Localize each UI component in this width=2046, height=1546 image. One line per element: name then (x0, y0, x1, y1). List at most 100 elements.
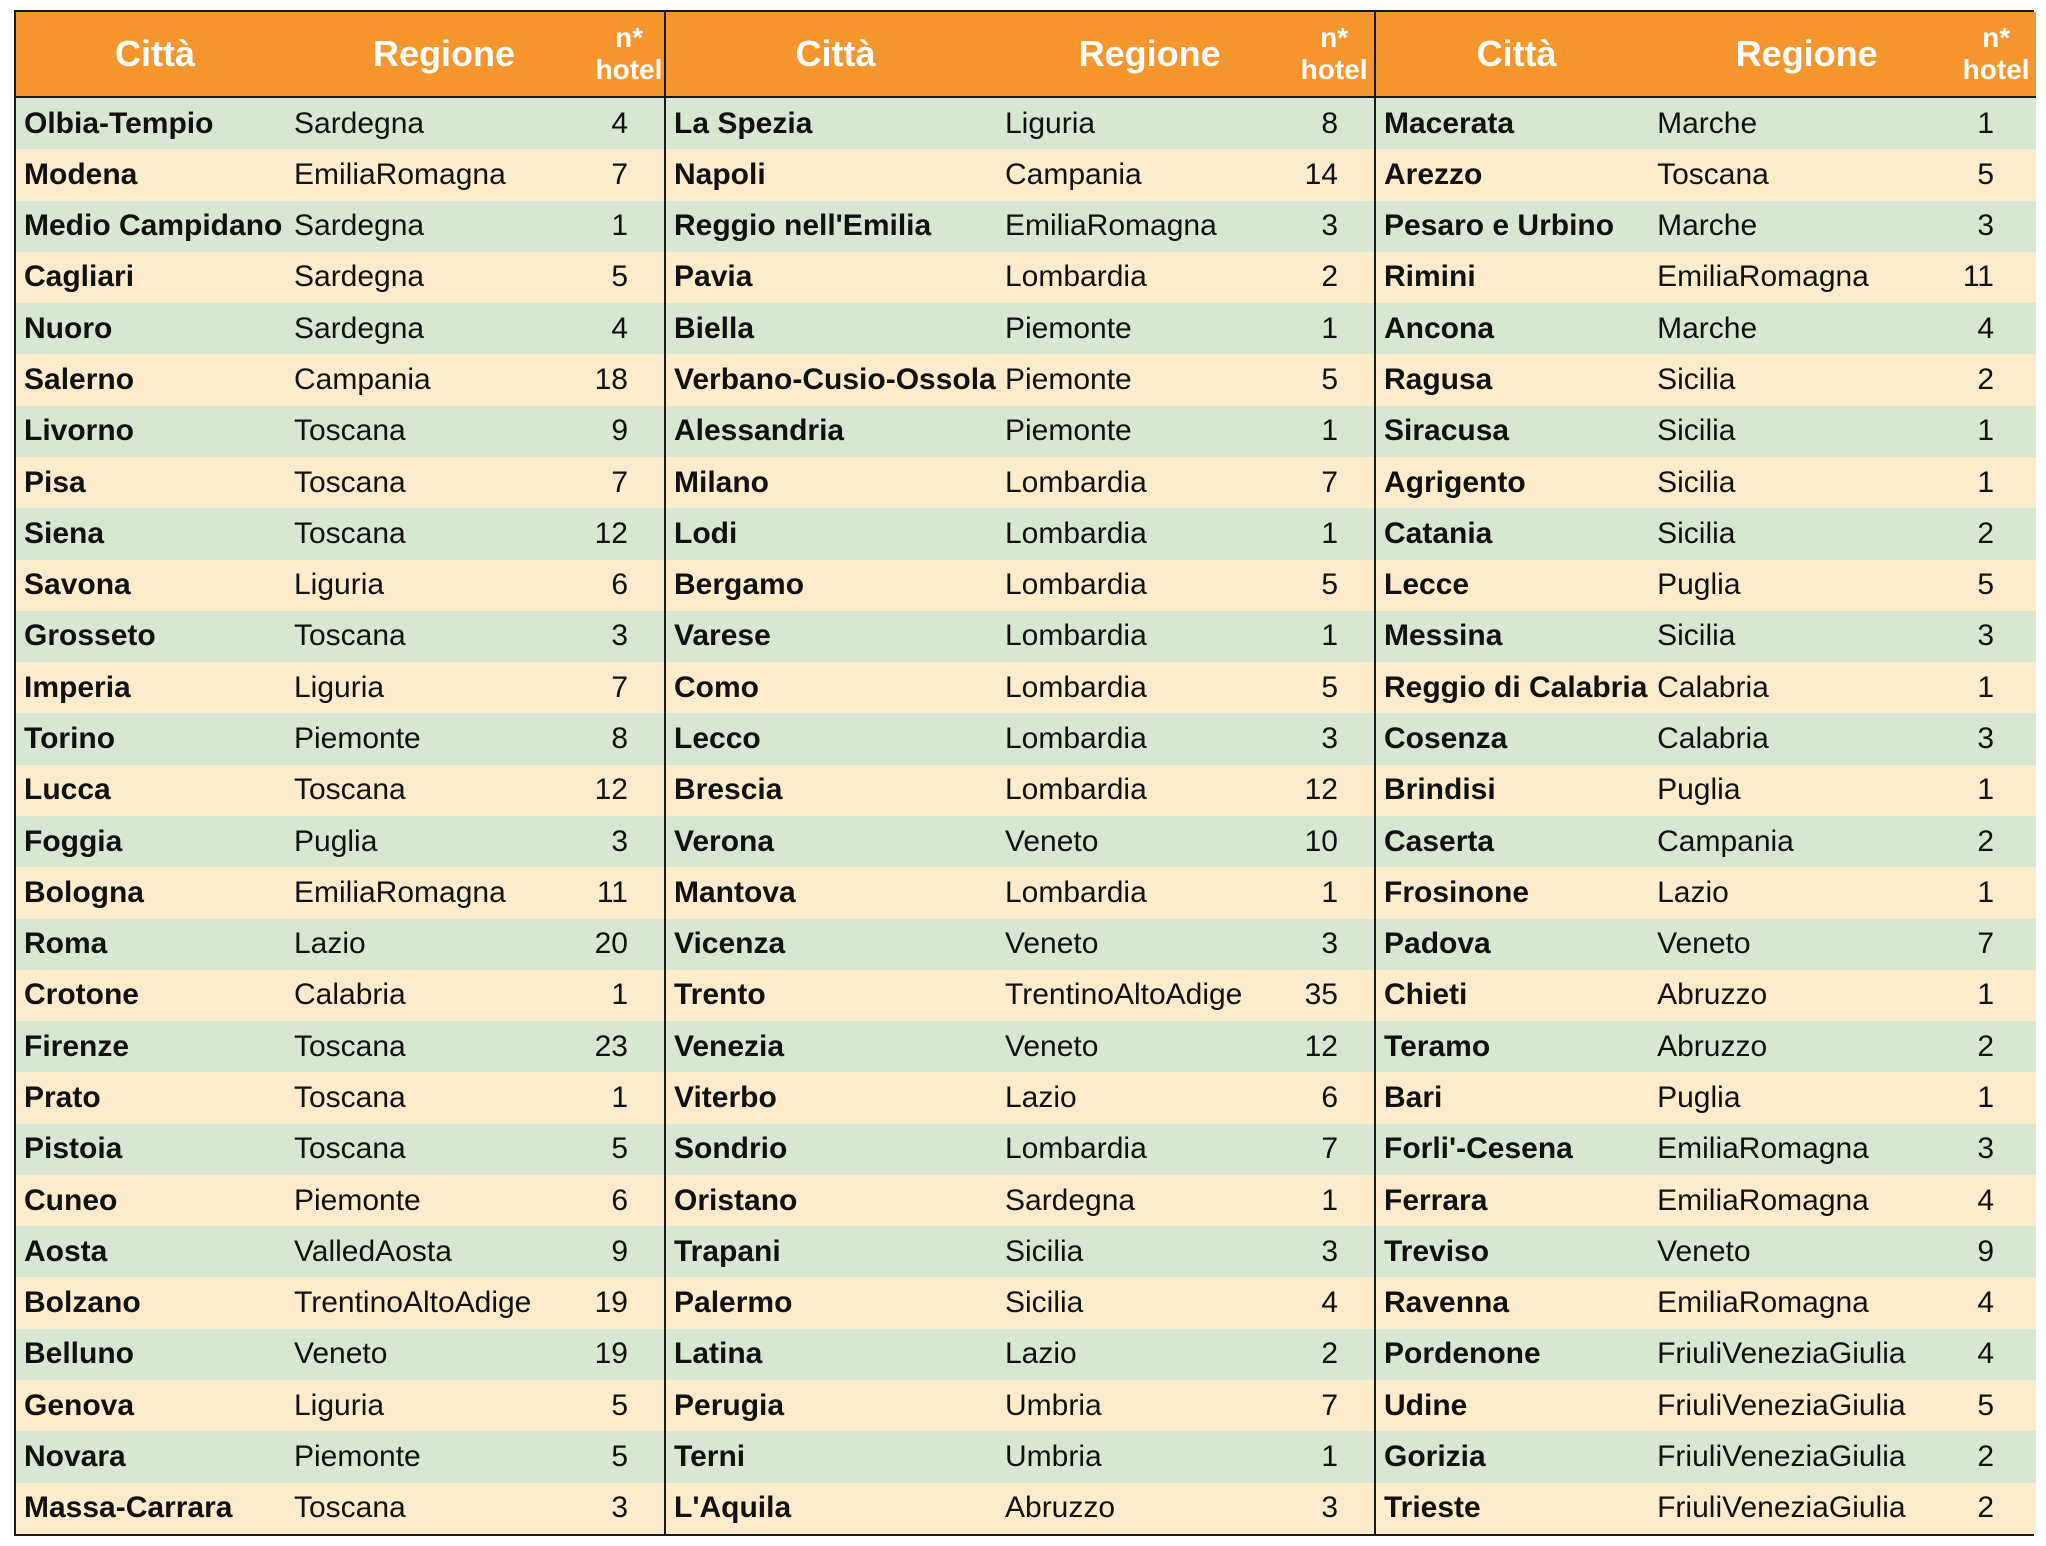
cell-regione: FriuliVeneziaGiulia (1657, 1439, 1906, 1473)
cell-citta: Torino (24, 722, 116, 756)
cell-regione: Lombardia (1005, 875, 1147, 909)
cell-regione: Toscana (294, 619, 406, 653)
cell-citta: Caserta (1384, 824, 1495, 858)
table-row: Vicenza Veneto 3 (666, 918, 1374, 970)
table-row: Bologna EmiliaRomagna 11 (16, 867, 664, 919)
cell-citta: Bari (1384, 1080, 1443, 1114)
table-row: Olbia-Tempio Sardegna 4 (16, 98, 664, 150)
table-row: Ancona Marche 4 (1376, 303, 2036, 355)
cell-hotel: 5 (611, 260, 628, 294)
cell-regione: Lombardia (1005, 465, 1147, 499)
cell-regione: Piemonte (1005, 363, 1132, 397)
cell-hotel: 4 (1977, 1183, 1994, 1217)
table-row: Pavia Lombardia 2 (666, 251, 1374, 304)
cell-regione: FriuliVeneziaGiulia (1657, 1388, 1906, 1422)
cell-regione: EmiliaRomagna (294, 157, 506, 191)
cell-regione: Marche (1657, 311, 1758, 345)
table-row: Udine FriuliVeneziaGiulia 5 (1376, 1380, 2036, 1432)
cell-regione: Sicilia (1005, 1286, 1084, 1320)
cell-regione: Piemonte (1005, 311, 1132, 345)
cell-citta: Alessandria (674, 414, 845, 448)
table-row: Brindisi Puglia 1 (1376, 764, 2036, 816)
table-row: Trento TrentinoAltoAdige 35 (666, 969, 1374, 1022)
cell-regione: Marche (1657, 209, 1758, 243)
header-hotel-line1: n* (1320, 22, 1349, 53)
cell-hotel: 1 (1977, 1080, 1994, 1114)
cell-regione: Toscana (294, 773, 406, 807)
table-row: Forli'-Cesena EmiliaRomagna 3 (1376, 1123, 2036, 1175)
cell-regione: Toscana (294, 516, 406, 550)
table-row: Cosenza Calabria 3 (1376, 713, 2036, 765)
cell-citta: Verona (674, 824, 775, 858)
cell-hotel: 5 (1321, 568, 1338, 602)
cell-regione: Sicilia (1657, 414, 1736, 448)
cell-citta: Reggio nell'Emilia (674, 209, 932, 243)
table-block-1: Città Regione n* hotel Olbia-Tempio Sarde… (16, 12, 664, 1534)
cell-citta: Perugia (674, 1388, 785, 1422)
cell-citta: Arezzo (1384, 157, 1483, 191)
table-row: Treviso Veneto 9 (1376, 1226, 2036, 1278)
table-row: Messina Sicilia 3 (1376, 610, 2036, 663)
cell-regione: FriuliVeneziaGiulia (1657, 1337, 1906, 1371)
table-row: Verona Veneto 10 (666, 815, 1374, 868)
cell-hotel: 4 (611, 106, 628, 140)
table-row: Ragusa Sicilia 2 (1376, 354, 2036, 406)
cell-hotel: 3 (611, 1491, 628, 1525)
cell-citta: Gorizia (1384, 1439, 1486, 1473)
cell-regione: Veneto (1657, 927, 1751, 961)
cell-hotel: 9 (1977, 1234, 1994, 1268)
table-row: Lecce Puglia 5 (1376, 559, 2036, 611)
cell-hotel: 4 (1977, 311, 1994, 345)
cell-citta: Novara (24, 1439, 126, 1473)
table-row: Genova Liguria 5 (16, 1380, 664, 1432)
table-row: Palermo Sicilia 4 (666, 1277, 1374, 1329)
cell-hotel: 1 (1321, 414, 1338, 448)
table-body: La Spezia Liguria 8 Napoli Campania 14 Reggio … (666, 98, 1374, 1534)
cell-hotel: 7 (1321, 465, 1338, 499)
table-row: Imperia Liguria 7 (16, 662, 664, 714)
table-row: Firenze Toscana 23 (16, 1021, 664, 1073)
header-hotel-line2: hotel (1962, 54, 2030, 85)
table-row: Macerata Marche 1 (1376, 98, 2036, 150)
cell-hotel: 5 (1977, 157, 1994, 191)
cell-hotel: 1 (1977, 875, 1994, 909)
header-hotel-line1: n* (1982, 22, 2011, 53)
cell-hotel: 2 (1977, 824, 1994, 858)
cell-regione: Lombardia (1005, 619, 1147, 653)
cell-citta: Venezia (674, 1029, 785, 1063)
hotel-table: Città Regione n* hotel Olbia-Tempio Sarde… (14, 10, 2036, 1536)
cell-hotel: 5 (611, 1439, 628, 1473)
cell-regione: Veneto (1005, 824, 1099, 858)
table-row: Trapani Sicilia 3 (666, 1226, 1374, 1278)
cell-hotel: 3 (1977, 1132, 1994, 1166)
cell-citta: Belluno (24, 1337, 134, 1371)
table-block-2: Città Regione n* hotel La Spezia Liguria 8… (664, 12, 1374, 1534)
table-row: Bergamo Lombardia 5 (666, 559, 1374, 611)
cell-hotel: 5 (1321, 670, 1338, 704)
cell-regione: Campania (294, 363, 431, 397)
cell-citta: Vicenza (674, 927, 786, 961)
cell-regione: Veneto (1005, 1029, 1099, 1063)
table-row: Agrigento Sicilia 1 (1376, 456, 2036, 509)
table-row: Mantova Lombardia 1 (666, 867, 1374, 919)
table-row: Siena Toscana 12 (16, 508, 664, 560)
cell-hotel: 5 (611, 1388, 628, 1422)
cell-citta: Savona (24, 568, 131, 602)
cell-hotel: 18 (594, 363, 628, 397)
cell-citta: Bergamo (674, 568, 805, 602)
cell-citta: Palermo (674, 1286, 793, 1320)
cell-hotel: 8 (1321, 106, 1338, 140)
cell-hotel: 1 (611, 978, 628, 1012)
table-row: Latina Lazio 2 (666, 1328, 1374, 1381)
cell-regione: Lazio (1657, 875, 1729, 909)
cell-hotel: 35 (1304, 978, 1338, 1012)
cell-regione: Liguria (294, 568, 385, 602)
cell-regione: Lombardia (1005, 722, 1147, 756)
cell-regione: Puglia (1657, 773, 1741, 807)
cell-regione: Umbria (1005, 1388, 1102, 1422)
cell-citta: L'Aquila (674, 1491, 792, 1525)
table-row: Bolzano TrentinoAltoAdige 19 (16, 1277, 664, 1329)
table-row: Bari Puglia 1 (1376, 1072, 2036, 1124)
cell-citta: Pesaro e Urbino (1384, 209, 1615, 243)
table-row: Medio Campidano Sardegna 1 (16, 200, 664, 252)
